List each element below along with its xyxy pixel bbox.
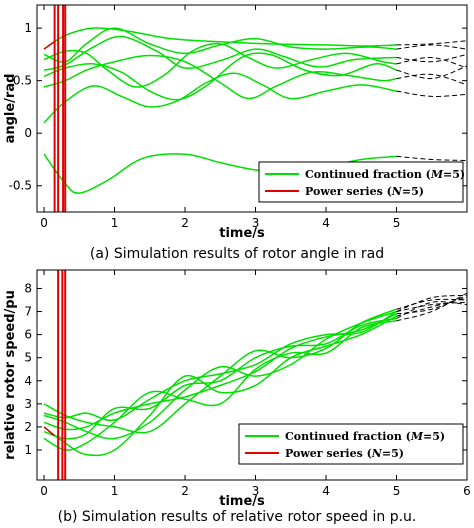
speed-series-6-extrapolated xyxy=(396,294,467,313)
speed-power-series-early xyxy=(43,426,56,437)
speed-series-2-extrapolated xyxy=(396,301,467,313)
speed-series-4-extrapolated xyxy=(396,294,467,315)
speed-series-1-extrapolated xyxy=(396,292,467,322)
speed-series-5-extrapolated xyxy=(396,301,467,319)
speed-legend-label-0: Continued fraction (M=5) xyxy=(285,430,445,443)
speed-frame xyxy=(36,269,468,481)
angle-legend-label-0: Continued fraction (M=5) xyxy=(305,168,465,181)
angle-ytick-label-1: 0 xyxy=(24,126,32,140)
angle-series-6-extrapolated xyxy=(396,90,467,97)
angle-series-1-line xyxy=(43,27,397,63)
speed-ytick-label-7: 8 xyxy=(24,281,32,295)
speed-xtick-label-1: 1 xyxy=(111,484,119,498)
speed-xtick-label-3: 3 xyxy=(252,484,260,498)
angle-series-2-line xyxy=(43,35,397,71)
angle-xtick-label-2: 2 xyxy=(181,216,189,230)
angle-series-6-line xyxy=(43,72,397,124)
speed-ytick-label-4: 5 xyxy=(24,351,32,365)
speed-xtick-label-4: 4 xyxy=(322,484,330,498)
angle-xaxis-label: time/s xyxy=(219,226,265,241)
speed-ytick-label-1: 2 xyxy=(24,420,32,434)
angle-series-5-extrapolated xyxy=(396,73,467,86)
speed-ytick-label-5: 6 xyxy=(24,328,32,342)
speed-ytick-label-6: 7 xyxy=(24,305,32,319)
speed-legend-label-1: Power series (N=5) xyxy=(285,447,404,460)
angle-series-0-line xyxy=(43,27,397,50)
rotor-angle-chart: 0 1 2 3 4 5 -0.5 0 0.5 1 time/s angle/rad Continued … xyxy=(3,4,468,241)
angle-legend-box xyxy=(258,161,464,203)
angle-series-1-extrapolated xyxy=(396,44,467,50)
speed-xaxis-label: time/s xyxy=(219,494,265,509)
speed-ytick-label-0: 1 xyxy=(24,443,32,457)
speed-series-3-line xyxy=(43,308,397,434)
angle-xtick-label-5: 5 xyxy=(393,216,401,230)
angle-xtick-label-0: 0 xyxy=(40,216,48,230)
angle-series-0-extrapolated xyxy=(396,40,467,46)
angle-xtick-label-3: 3 xyxy=(252,216,260,230)
speed-series-0-line xyxy=(43,315,397,457)
angle-ytick-label-0: -0.5 xyxy=(9,179,32,193)
speed-ytick-label-2: 3 xyxy=(24,397,32,411)
angle-xtick-label-1: 1 xyxy=(111,216,119,230)
caption-rotor-angle: (a) Simulation results of rotor angle in… xyxy=(90,246,384,262)
rotor-speed-chart: 0 1 2 3 4 5 6 1 2 3 4 5 6 7 8 time/s relative rotor spee… xyxy=(3,269,471,509)
angle-xtick-label-4: 4 xyxy=(322,216,330,230)
speed-series-group xyxy=(43,270,467,480)
angle-series-8-extrapolated xyxy=(396,155,467,162)
speed-series-5-line xyxy=(43,317,397,440)
angle-frame xyxy=(36,4,468,213)
speed-series-2-line xyxy=(43,310,397,440)
angle-series-2-extrapolated xyxy=(396,53,467,63)
speed-ytick-label-3: 4 xyxy=(24,374,32,388)
speed-xtick-label-6: 6 xyxy=(463,484,471,498)
angle-series-5-line xyxy=(43,54,397,100)
caption-rotor-speed: (b) Simulation results of relative rotor… xyxy=(58,509,417,525)
angle-series-4-extrapolated xyxy=(396,57,467,69)
speed-xtick-label-5: 5 xyxy=(393,484,401,498)
speed-xtick-label-0: 0 xyxy=(40,484,48,498)
angle-power-series-early xyxy=(43,41,56,50)
angle-ytick-label-2: 0.5 xyxy=(13,74,32,88)
speed-series-6-line xyxy=(43,310,397,422)
angle-ytick-label-3: 1 xyxy=(24,21,32,35)
angle-series-3-line xyxy=(43,52,397,101)
angle-legend-label-1: Power series (N=5) xyxy=(305,185,424,198)
speed-yaxis-label: relative rotor speed/pu xyxy=(3,290,18,460)
angle-series-3-extrapolated xyxy=(396,65,467,80)
angle-series-4-line xyxy=(43,42,397,88)
speed-legend-box xyxy=(238,423,464,465)
angle-series-group xyxy=(43,5,467,212)
speed-series-3-extrapolated xyxy=(396,298,467,310)
angle-yaxis-label: angle/rad xyxy=(3,74,18,144)
speed-series-1-line xyxy=(43,320,397,451)
speed-series-4-line xyxy=(43,313,397,431)
speed-xtick-label-2: 2 xyxy=(181,484,189,498)
